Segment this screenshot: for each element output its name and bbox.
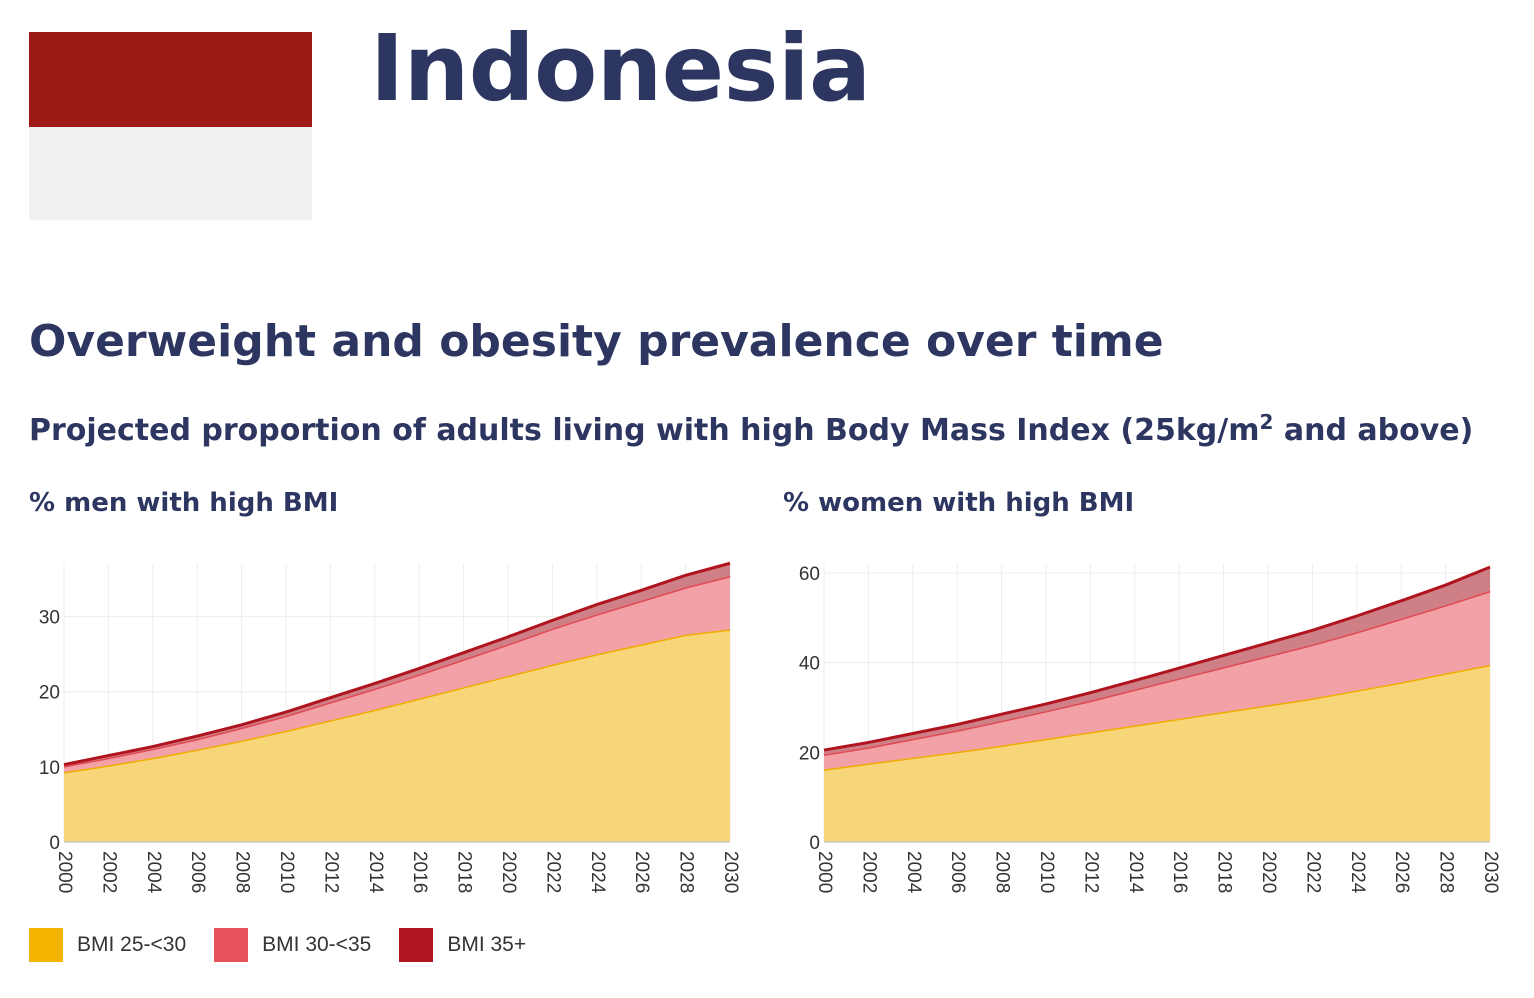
women-line-series-3 bbox=[823, 565, 1491, 752]
women-x-tick-2030: 2030 bbox=[1480, 851, 1501, 893]
women-x-tick-2020: 2020 bbox=[1258, 851, 1279, 893]
women-x-tick-2008: 2008 bbox=[992, 851, 1013, 893]
legend-swatch-bmi-35-plus bbox=[399, 928, 434, 962]
men-x-tick-2026: 2026 bbox=[631, 851, 652, 893]
women-x-tick-2024: 2024 bbox=[1347, 851, 1368, 894]
women-area-series-1 bbox=[824, 664, 1490, 842]
flag-red-band bbox=[29, 32, 312, 127]
men-y-tick-10: 10 bbox=[39, 758, 60, 779]
legend-label-bmi-30-35: BMI 30-<35 bbox=[262, 933, 372, 956]
women-x-tick-2016: 2016 bbox=[1169, 851, 1190, 893]
legend-swatch-bmi-25-30 bbox=[29, 928, 63, 962]
men-x-tick-2030: 2030 bbox=[720, 851, 741, 893]
women-x-tick-2022: 2022 bbox=[1302, 851, 1323, 893]
men-chart-title: % men with high BMI bbox=[29, 488, 339, 518]
women-x-tick-2000: 2000 bbox=[814, 851, 835, 893]
legend-item-bmi-30-35: BMI 30-<35 bbox=[214, 928, 371, 962]
legend-item-bmi-35-plus: BMI 35+ bbox=[399, 928, 526, 962]
men-x-tick-2004: 2004 bbox=[143, 851, 164, 894]
women-y-tick-60: 60 bbox=[799, 564, 820, 585]
men-area-series-2 bbox=[64, 576, 730, 773]
men-x-tick-2000: 2000 bbox=[54, 851, 75, 893]
women-bmi-chart: 0 20 40 60 2000 2002 2004 2006 2008 2010 2012 2014 2… bbox=[799, 564, 1501, 894]
men-x-tick-2012: 2012 bbox=[320, 851, 341, 893]
women-y-tick-0: 0 bbox=[809, 833, 820, 854]
men-y-tick-30: 30 bbox=[39, 608, 60, 629]
men-x-tick-2022: 2022 bbox=[542, 851, 563, 893]
men-x-tick-2020: 2020 bbox=[498, 851, 519, 893]
men-x-tick-2024: 2024 bbox=[587, 851, 608, 894]
subtitle-main: Projected proportion of adults living wi… bbox=[29, 413, 1260, 448]
women-x-tick-2004: 2004 bbox=[903, 851, 924, 894]
women-x-tick-2012: 2012 bbox=[1080, 851, 1101, 893]
country-title: Indonesia bbox=[370, 15, 871, 122]
women-x-tick-2006: 2006 bbox=[947, 851, 968, 893]
women-x-tick-2002: 2002 bbox=[858, 851, 879, 893]
men-x-tick-2010: 2010 bbox=[276, 851, 297, 893]
men-y-tick-0: 0 bbox=[49, 833, 60, 854]
men-area-series-1 bbox=[64, 629, 730, 842]
men-x-tick-2002: 2002 bbox=[98, 851, 119, 893]
men-x-tick-2016: 2016 bbox=[409, 851, 430, 893]
flag-white-band bbox=[29, 127, 312, 220]
women-x-tick-2018: 2018 bbox=[1214, 851, 1235, 893]
women-x-tick-2010: 2010 bbox=[1036, 851, 1057, 893]
legend-label-bmi-35-plus: BMI 35+ bbox=[447, 933, 527, 956]
legend-swatch-bmi-30-35 bbox=[214, 928, 249, 962]
women-chart-title: % women with high BMI bbox=[783, 488, 1135, 518]
section-title: Overweight and obesity prevalence over t… bbox=[29, 316, 1164, 367]
women-x-tick-2028: 2028 bbox=[1436, 851, 1457, 893]
subtitle-superscript: 2 bbox=[1259, 410, 1274, 434]
men-x-tick-2008: 2008 bbox=[232, 851, 253, 893]
men-y-tick-20: 20 bbox=[39, 683, 60, 704]
legend-label-bmi-25-30: BMI 25-<30 bbox=[77, 933, 187, 956]
legend: BMI 25-<30 BMI 30-<35 BMI 35+ bbox=[29, 928, 554, 962]
men-x-tick-2014: 2014 bbox=[365, 851, 386, 894]
men-x-tick-2006: 2006 bbox=[187, 851, 208, 893]
indonesia-flag bbox=[29, 32, 312, 220]
women-x-tick-2026: 2026 bbox=[1391, 851, 1412, 893]
women-x-tick-2014: 2014 bbox=[1125, 851, 1146, 894]
men-line-series-2 bbox=[63, 574, 731, 768]
chart-subtitle: Projected proportion of adults living wi… bbox=[29, 410, 1473, 448]
women-y-tick-40: 40 bbox=[799, 654, 820, 675]
legend-item-bmi-25-30: BMI 25-<30 bbox=[29, 928, 186, 962]
men-line-series-3 bbox=[63, 561, 731, 767]
men-x-tick-2018: 2018 bbox=[454, 851, 475, 893]
subtitle-tail: and above) bbox=[1273, 413, 1474, 448]
men-x-tick-2028: 2028 bbox=[676, 851, 697, 893]
women-y-tick-20: 20 bbox=[799, 743, 820, 764]
